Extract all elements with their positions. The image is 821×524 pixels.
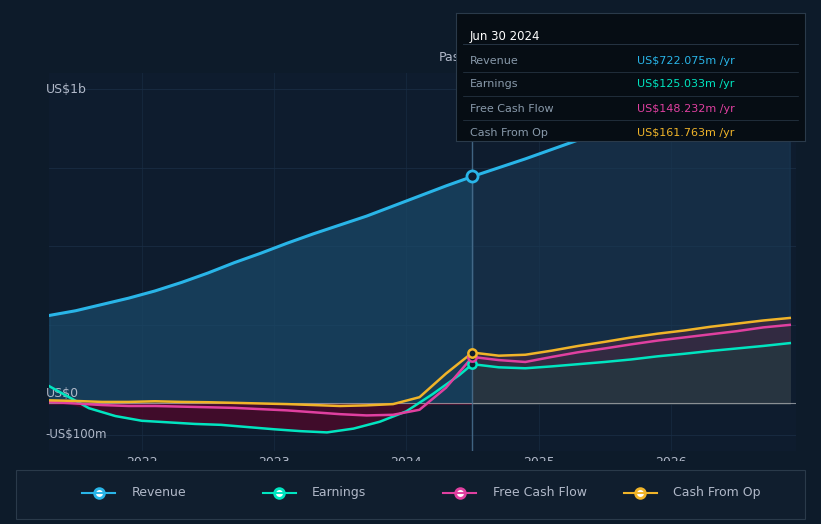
Text: -US$100m: -US$100m bbox=[45, 429, 107, 441]
Text: Past: Past bbox=[438, 51, 465, 64]
FancyBboxPatch shape bbox=[16, 470, 805, 519]
Text: Revenue: Revenue bbox=[131, 486, 186, 499]
Text: US$1b: US$1b bbox=[45, 83, 86, 95]
Text: Revenue: Revenue bbox=[470, 56, 518, 66]
Text: US$161.763m /yr: US$161.763m /yr bbox=[637, 128, 735, 138]
Text: US$722.075m /yr: US$722.075m /yr bbox=[637, 56, 735, 66]
Text: Jun 30 2024: Jun 30 2024 bbox=[470, 30, 540, 43]
Text: Free Cash Flow: Free Cash Flow bbox=[493, 486, 586, 499]
Text: US$148.232m /yr: US$148.232m /yr bbox=[637, 104, 735, 114]
Text: Cash From Op: Cash From Op bbox=[470, 128, 548, 138]
Text: Earnings: Earnings bbox=[470, 79, 518, 90]
Text: Analysts Forecasts: Analysts Forecasts bbox=[479, 51, 596, 64]
Text: Cash From Op: Cash From Op bbox=[673, 486, 761, 499]
Text: US$125.033m /yr: US$125.033m /yr bbox=[637, 79, 735, 90]
Text: US$0: US$0 bbox=[45, 387, 79, 400]
Text: Free Cash Flow: Free Cash Flow bbox=[470, 104, 553, 114]
Text: Earnings: Earnings bbox=[312, 486, 366, 499]
